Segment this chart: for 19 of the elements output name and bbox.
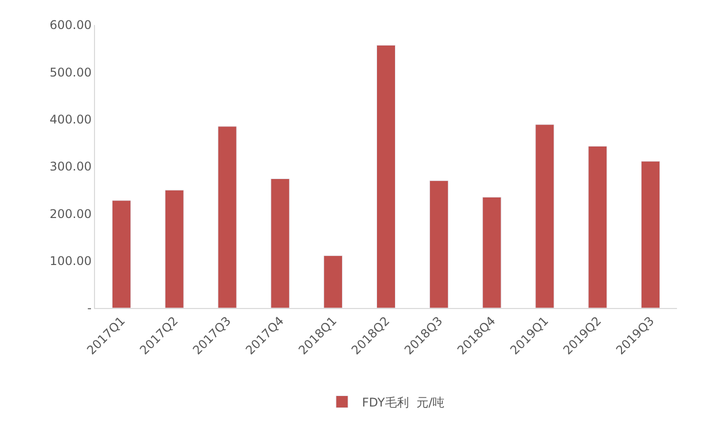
y-tick-label: 200.00 <box>50 206 92 221</box>
bar <box>588 146 608 308</box>
bar <box>164 190 184 308</box>
bar <box>376 45 396 308</box>
y-tick-label: 400.00 <box>50 112 92 127</box>
y-tick-label: 500.00 <box>50 65 92 80</box>
bar <box>324 255 343 308</box>
bar <box>218 126 237 308</box>
bar <box>429 180 448 308</box>
bar <box>482 196 502 308</box>
y-tick-label: 300.00 <box>50 160 92 174</box>
bar <box>112 200 131 308</box>
y-tick-label: 100.00 <box>50 254 92 268</box>
bar <box>535 124 554 308</box>
legend-label: FDY毛利 元/吨 <box>362 395 444 410</box>
bar <box>641 161 660 308</box>
bar <box>270 178 290 308</box>
y-tick-label: 600.00 <box>50 18 92 32</box>
y-tick-label: - <box>87 301 92 316</box>
